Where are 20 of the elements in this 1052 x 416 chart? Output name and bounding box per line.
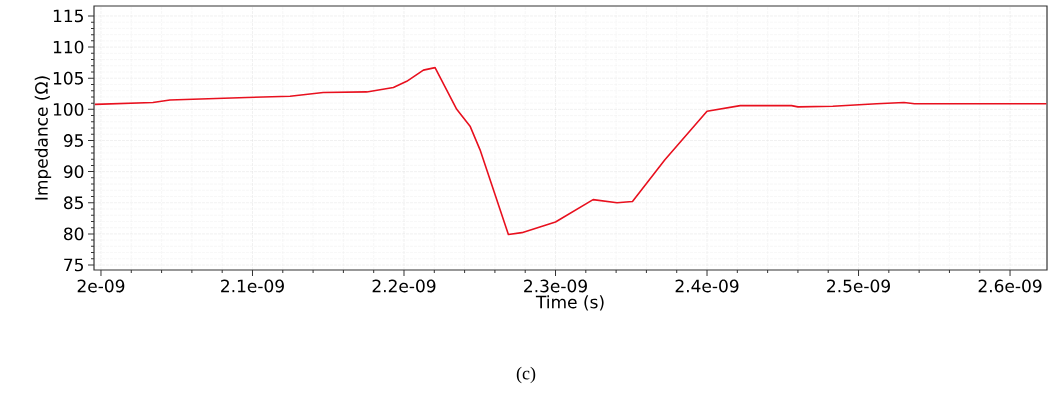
y-axis-title: Impedance (Ω) bbox=[34, 76, 52, 200]
text: (c) bbox=[516, 366, 536, 384]
y-tick-label: 110 bbox=[53, 40, 84, 54]
x-tick-label: 2.4e-09 bbox=[675, 279, 739, 293]
x-axis-title: Time (s) bbox=[535, 295, 604, 311]
x-tick-label: 2.2e-09 bbox=[372, 279, 436, 293]
y-tick-label: 95 bbox=[63, 134, 83, 147]
x-tick-label: 2.1e-09 bbox=[221, 279, 284, 293]
y-tick-label: 80 bbox=[64, 227, 84, 241]
x-tick-label: 2.6e-09 bbox=[978, 279, 1042, 293]
line-series bbox=[94, 66, 1048, 236]
x-tick-label: 2e-09 bbox=[77, 279, 125, 293]
x-tick-label: 2.3e-09 bbox=[524, 279, 587, 293]
y-tick-label: 90 bbox=[63, 165, 84, 179]
y-tick-label: 105 bbox=[53, 71, 83, 85]
y-tick-label: 75 bbox=[64, 258, 83, 272]
y-tick-label: 85 bbox=[64, 196, 83, 210]
y-tick-label: 115 bbox=[53, 9, 83, 23]
y-tick-label: 100 bbox=[53, 102, 84, 116]
x-tick-label: 2.5e-09 bbox=[827, 279, 890, 293]
